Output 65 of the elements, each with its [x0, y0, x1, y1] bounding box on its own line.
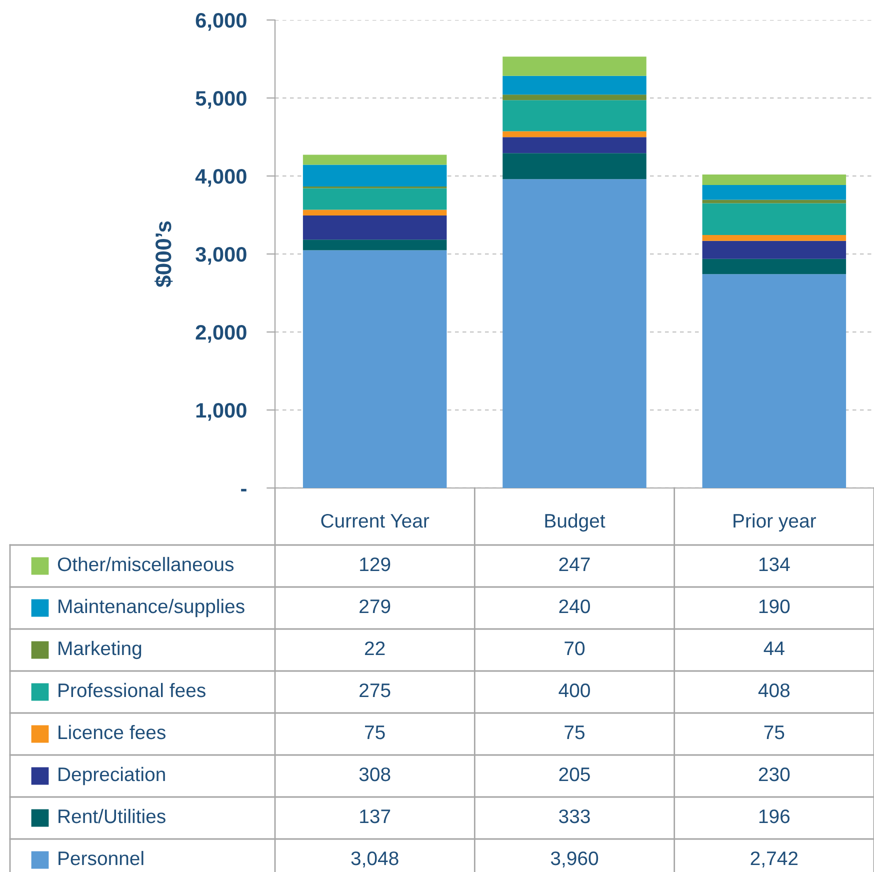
legend-label: Licence fees [58, 724, 166, 740]
bar [302, 250, 447, 488]
legend-label: Other/miscellaneous [58, 556, 234, 572]
bar [702, 240, 846, 259]
bar [702, 258, 846, 274]
data-label: 137 [360, 809, 390, 824]
data-label: 3,960 [550, 851, 598, 868]
bar [302, 154, 447, 165]
data-label: 333 [559, 809, 590, 824]
data-label: 400 [558, 683, 590, 698]
data-label: 247 [559, 557, 590, 572]
y-tick-label: 2,000 [196, 325, 246, 343]
bar [302, 240, 447, 250]
y-tick-label: 5,000 [196, 91, 246, 109]
bar [702, 235, 846, 241]
bar [302, 216, 447, 240]
data-label: 205 [559, 767, 590, 782]
data-label: 308 [359, 767, 390, 782]
data-label: 22 [365, 641, 385, 656]
y-tick-label: 4,000 [195, 169, 246, 187]
y-tick-label: - [241, 488, 246, 492]
bar [702, 203, 846, 236]
data-label: 129 [360, 557, 390, 572]
bar [702, 184, 846, 200]
data-label: 240 [559, 599, 590, 614]
data-label: 75 [365, 726, 385, 740]
x-tick-label: Prior year [734, 513, 816, 532]
legend-label: Personnel [58, 850, 144, 866]
bar [502, 100, 646, 132]
data-label: 196 [759, 809, 790, 824]
y-tick-label: 6,000 [196, 13, 246, 31]
legend-label: Professional fees [58, 682, 206, 698]
bar [302, 188, 447, 210]
data-label: 2,742 [750, 851, 798, 868]
data-label: 70 [564, 641, 585, 656]
bar [702, 274, 846, 488]
data-label: 75 [564, 726, 584, 740]
bar [502, 76, 646, 95]
data-label: 230 [758, 767, 790, 782]
y-tick-label: 1,000 [196, 403, 246, 421]
data-label: 279 [360, 599, 390, 614]
bar [502, 137, 646, 154]
y-tick-label: 3,000 [196, 247, 246, 265]
data-label: 134 [759, 557, 790, 572]
data-label: 408 [758, 683, 790, 698]
bar [502, 179, 646, 488]
bar [502, 131, 646, 138]
data-label: 75 [764, 726, 784, 740]
bar [502, 56, 646, 76]
bar [502, 94, 646, 100]
data-label: 3,048 [351, 851, 398, 868]
x-tick-label: Budget [545, 513, 606, 532]
y-axis-title: $000’s [154, 221, 173, 288]
data-label: 190 [759, 599, 790, 614]
bar [502, 153, 646, 180]
data-label: 275 [360, 683, 390, 698]
legend-label: Marketing [58, 640, 142, 660]
legend-label: Maintenance/supplies [58, 598, 244, 618]
bar [302, 164, 447, 187]
legend-label: Rent/Utilities [58, 808, 166, 824]
legend-label: Depreciation [58, 766, 165, 786]
bar [702, 174, 846, 185]
bar [302, 210, 447, 216]
data-label: 44 [764, 642, 784, 656]
x-tick-label: Current Year [321, 514, 430, 528]
